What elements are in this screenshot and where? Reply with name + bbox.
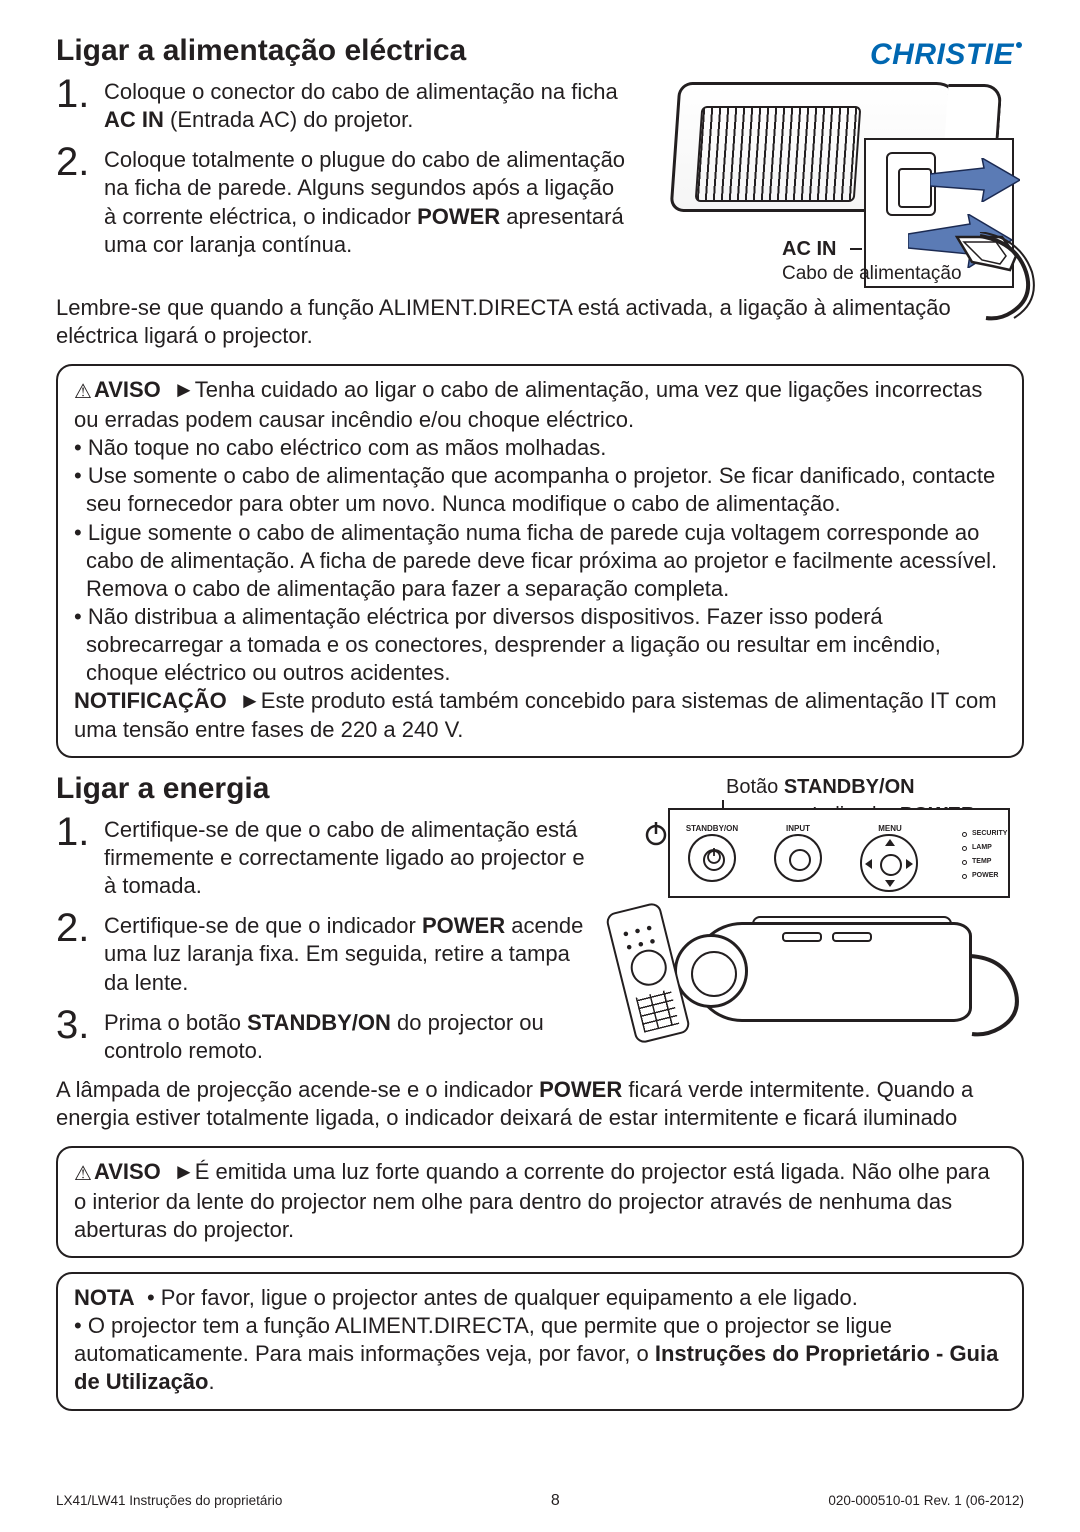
s2-para: A lâmpada de projecção acende-se e o ind… [56, 1076, 1024, 1132]
footer-left: LX41/LW41 Instruções do proprietário [56, 1493, 282, 1508]
nota-label: NOTA [74, 1285, 135, 1310]
step-text: Certifique-se de que o indicador POWER a… [104, 906, 588, 996]
s2-step2: 2. Certifique-se de que o indicador POWE… [56, 906, 588, 996]
projector-drawing [682, 912, 1012, 1042]
step-number: 2. [56, 140, 104, 259]
section2-row: 1. Certifique-se de que o cabo de alimen… [56, 774, 1024, 1074]
warning-box-1: ⚠AVISO ►Tenha cuidado ao ligar o cabo de… [56, 364, 1024, 757]
note-box: NOTA • Por favor, ligue o projector ante… [56, 1272, 1024, 1411]
warn-text: ►Tenha cuidado ao ligar o cabo de alimen… [74, 377, 982, 432]
warn-b4: • Não distribua a alimentação eléctrica … [74, 603, 1006, 687]
step-text: Certifique-se de que o cabo de alimentaç… [104, 810, 588, 900]
s2-step3: 3. Prima o botão STANDBY/ON do projector… [56, 1003, 588, 1065]
panel-input: INPUT [776, 824, 820, 833]
s1-step1: 1. Coloque o conector do cabo de aliment… [56, 72, 628, 134]
led-power: POWER [972, 872, 998, 879]
acin-label: AC IN [782, 238, 836, 261]
section1-row: 1. Coloque o conector do cabo de aliment… [56, 72, 1024, 292]
notif-line: NOTIFICAÇÃO ►Este produto está também co… [74, 687, 1006, 743]
warn-b2: • Use somente o cabo de alimentação que … [74, 462, 1006, 518]
brand-logo: CHRISTIE [870, 38, 1022, 72]
control-panel: STANDBY/ON INPUT MENU SECURITY LAMP TEMP… [668, 808, 1010, 898]
notif-label: NOTIFICAÇÃO [74, 688, 227, 713]
s2-step1: 1. Certifique-se de que o cabo de alimen… [56, 810, 588, 900]
warn-line: ⚠AVISO ►Tenha cuidado ao ligar o cabo de… [74, 376, 1006, 434]
led-temp: TEMP [972, 858, 991, 865]
illustration-power: Botão STANDBY/ON Indicador POWER STANDBY… [604, 774, 1024, 1074]
step-text: Prima o botão STANDBY/ON do projector ou… [104, 1003, 588, 1065]
footer-right: 020-000510-01 Rev. 1 (06-2012) [828, 1493, 1024, 1508]
nota-text1: • Por favor, ligue o projector antes de … [147, 1285, 858, 1310]
warn-b1: • Não toque no cabo eléctrico com as mão… [74, 434, 1006, 462]
step-text: Coloque totalmente o plugue do cabo de a… [104, 140, 628, 259]
brand-text: CHRISTIE [870, 38, 1014, 71]
s1-step2: 2. Coloque totalmente o plugue do cabo d… [56, 140, 628, 259]
cabo-label: Cabo de alimentação [782, 264, 962, 285]
panel-standby: STANDBY/ON [684, 824, 740, 833]
warn-text: ►É emitida uma luz forte quando a corren… [74, 1159, 990, 1242]
s1-para: Lembre-se que quando a função ALIMENT.DI… [56, 294, 1024, 350]
nota-l2: • O projector tem a função ALIMENT.DIREC… [74, 1312, 1006, 1396]
step-number: 2. [56, 906, 104, 996]
panel-menu: MENU [870, 824, 910, 833]
warn-b3: • Ligue somente o cabo de alimentação nu… [74, 519, 1006, 603]
btn-label: Botão STANDBY/ON [726, 776, 915, 799]
warning-box-2: ⚠AVISO ►É emitida uma luz forte quando a… [56, 1146, 1024, 1258]
led-security: SECURITY [972, 830, 1007, 837]
warn-label: AVISO [94, 377, 161, 402]
led-lamp: LAMP [972, 844, 992, 851]
illustration-acin: AC IN Cabo de alimentação [644, 72, 1024, 292]
nota-l1: NOTA • Por favor, ligue o projector ante… [74, 1284, 1006, 1312]
power-icon [642, 820, 670, 848]
step-text: Coloque o conector do cabo de alimentaçã… [104, 72, 628, 134]
step-number: 1. [56, 72, 104, 134]
step-number: 1. [56, 810, 104, 900]
step-number: 3. [56, 1003, 104, 1065]
page-footer: LX41/LW41 Instruções do proprietário 8 0… [56, 1492, 1024, 1510]
warn-label: AVISO [94, 1159, 161, 1184]
footer-page: 8 [551, 1492, 560, 1510]
